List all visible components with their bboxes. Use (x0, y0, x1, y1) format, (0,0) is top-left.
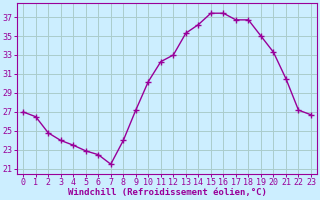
X-axis label: Windchill (Refroidissement éolien,°C): Windchill (Refroidissement éolien,°C) (68, 188, 267, 197)
